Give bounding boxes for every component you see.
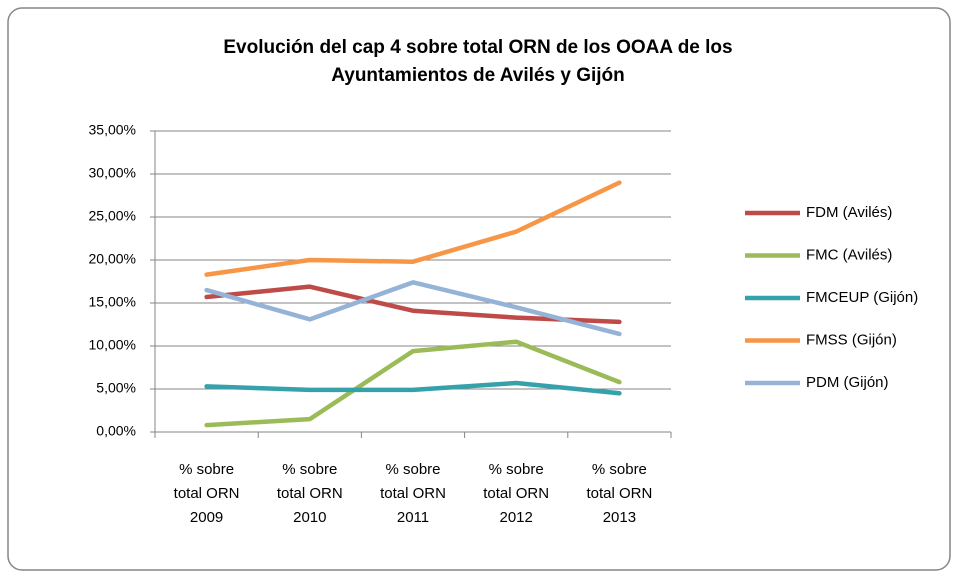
y-tick-label: 20,00% bbox=[89, 251, 136, 267]
y-tick-label: 10,00% bbox=[89, 337, 136, 353]
series-line bbox=[204, 339, 622, 428]
series-line bbox=[204, 284, 622, 325]
y-tick-label: 25,00% bbox=[89, 208, 136, 224]
chart-title: Evolución del cap 4 sobre total ORN de l… bbox=[223, 37, 733, 86]
legend-label: FDM (Avilés) bbox=[806, 204, 892, 221]
y-tick-label: 15,00% bbox=[89, 294, 136, 310]
legend-label: FMC (Avilés) bbox=[806, 246, 892, 263]
y-tick-label: 35,00% bbox=[89, 122, 136, 138]
series-line bbox=[204, 380, 622, 396]
y-tick-label: 30,00% bbox=[89, 165, 136, 181]
legend-label: PDM (Gijón) bbox=[806, 374, 889, 391]
legend-label: FMSS (Gijón) bbox=[806, 331, 897, 348]
x-tick-label: % sobre total ORN 2009 bbox=[173, 461, 240, 526]
y-tick-label: 0,00% bbox=[96, 423, 136, 439]
y-tick-label: 5,00% bbox=[96, 380, 136, 396]
x-tick-label: % sobre total ORN 2011 bbox=[380, 461, 446, 526]
series-line bbox=[204, 280, 622, 337]
x-tick-label: % sobre total ORN 2012 bbox=[483, 461, 550, 526]
series-line bbox=[204, 180, 622, 277]
x-tick-label: % sobre total ORN 2010 bbox=[276, 461, 343, 526]
legend-label: FMCEUP (Gijón) bbox=[806, 289, 918, 306]
x-tick-label: % sobre total ORN 2013 bbox=[586, 461, 653, 526]
chart-border bbox=[7, 7, 951, 571]
